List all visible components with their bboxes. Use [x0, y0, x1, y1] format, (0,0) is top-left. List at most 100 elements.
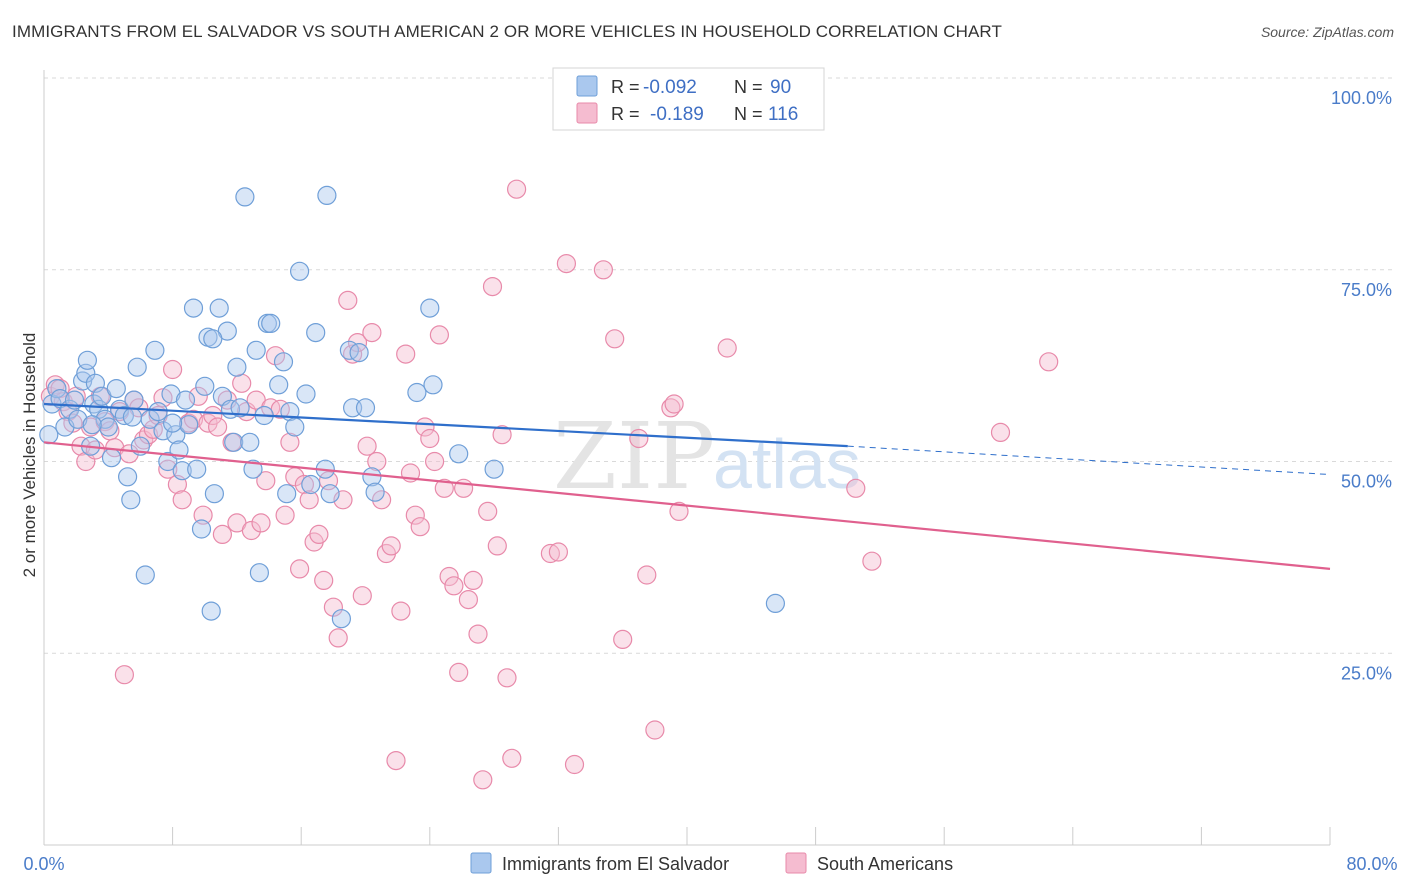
el-salvador-point-86 [82, 415, 102, 435]
el-salvador-point-76 [362, 467, 382, 487]
el-salvador-point-22 [117, 467, 138, 487]
el-salvador-point-74 [349, 343, 369, 363]
el-salvador-point-44 [201, 601, 221, 621]
el-salvador-point-80 [423, 375, 443, 395]
el-salvador-point-52 [230, 398, 250, 418]
el-salvador-point-10 [77, 350, 98, 370]
south-americans-point-54 [299, 490, 319, 510]
el-salvador-point-29 [145, 340, 165, 360]
el-salvador-point-27 [135, 565, 155, 585]
blue-r-label: R = [611, 77, 640, 97]
series-legend-swatch-pink [785, 852, 807, 874]
south-americans-point-76 [405, 505, 425, 525]
south-americans-point-63 [343, 344, 363, 364]
x-axis-ticks [172, 827, 1331, 845]
south-americans-point-112 [862, 551, 882, 571]
south-americans-point-100 [556, 254, 577, 274]
south-americans-point-64 [347, 333, 368, 353]
el-salvador-point-55 [246, 340, 266, 360]
south-americans-point-71 [381, 536, 401, 556]
y-tick-label-75: 75.0% [1341, 280, 1392, 300]
stats-legend: R = -0.092 N = 90 R = -0.189 N = 116 [552, 67, 825, 131]
el-salvador-point-30 [148, 402, 168, 422]
el-salvador-point-89 [240, 432, 260, 452]
south-americans-point-108 [661, 398, 681, 418]
south-americans-point-79 [420, 428, 440, 449]
south-americans-point-45 [256, 471, 276, 491]
el-salvador-point-78 [407, 382, 427, 403]
south-americans-point-77 [410, 517, 430, 537]
south-americans-point-34 [203, 405, 223, 426]
blue-legend-swatch [576, 75, 598, 97]
el-salvador-point-64 [285, 417, 305, 437]
y-tick-label-50: 50.0% [1341, 472, 1392, 492]
south-americans-point-94 [492, 425, 512, 445]
south-americans-point-89 [468, 624, 488, 644]
south-americans-point-57 [314, 570, 334, 591]
el-salvador-point-60 [269, 375, 289, 395]
series-legend-label-blue: Immigrants from El Salvador [502, 854, 729, 874]
south-americans-trend-line [43, 441, 1331, 570]
el-salvador-point-79 [420, 298, 440, 318]
south-americans-point-84 [444, 576, 464, 596]
el-salvador-point-82 [484, 459, 504, 479]
south-americans-point-91 [478, 501, 498, 521]
watermark-zip: ZIP [553, 403, 715, 510]
south-americans-point-74 [396, 344, 416, 364]
south-americans-point-99 [548, 542, 569, 562]
south-americans-point-65 [352, 586, 372, 606]
south-americans-point-85 [449, 662, 469, 683]
stats-legend-box [552, 67, 825, 131]
el-salvador-point-23 [121, 490, 141, 510]
south-americans-point-101 [564, 754, 585, 775]
source-label: Source: ZipAtlas.com [1260, 24, 1394, 40]
south-americans-point-52 [290, 559, 310, 579]
el-salvador-point-83 [765, 593, 786, 614]
el-salvador-point-87 [122, 407, 142, 427]
el-salvador-point-85 [203, 329, 223, 349]
el-salvador-point-56 [249, 563, 269, 583]
el-salvador-point-25 [127, 357, 147, 377]
pink-n-value: 116 [768, 104, 798, 125]
blue-n-label: N = [734, 77, 763, 97]
south-americans-point-50 [280, 432, 300, 452]
south-americans-point-98 [540, 543, 561, 564]
south-americans-point-90 [473, 770, 493, 790]
trend-lines [43, 402, 1331, 570]
pink-r-label: R = [611, 104, 640, 124]
el-salvador-point-3 [50, 389, 70, 409]
el-salvador-point-70 [320, 484, 340, 504]
y-tick-label-25: 25.0% [1341, 663, 1392, 683]
pink-r-value: -0.189 [650, 104, 704, 125]
blue-n-value: 90 [770, 77, 791, 98]
south-americans-point-59 [323, 597, 343, 617]
el-salvador-point-53 [235, 187, 255, 207]
south-americans-point-42 [241, 520, 261, 541]
south-americans-point-104 [613, 629, 633, 650]
el-salvador-point-59 [261, 313, 281, 333]
el-salvador-point-50 [224, 432, 244, 452]
el-salvador-point-24 [124, 390, 144, 410]
el-salvador-point-54 [243, 459, 263, 479]
el-salvador-point-33 [161, 384, 181, 404]
el-salvador-point-46 [209, 298, 229, 318]
el-salvador-point-84 [317, 185, 337, 205]
x-tick-label-max: 80.0% [1346, 854, 1397, 874]
el-salvador-point-77 [365, 482, 385, 502]
south-americans-point-96 [502, 748, 522, 768]
south-americans-point-72 [386, 750, 406, 771]
el-salvador-point-34 [166, 425, 186, 445]
pink-n-label: N = [734, 104, 763, 124]
el-salvador-point-65 [290, 261, 310, 281]
south-americans-point-26 [163, 359, 183, 380]
y-axis-title: 2 or more Vehicles in Household [20, 333, 39, 578]
el-salvador-trend-line [43, 402, 848, 448]
el-salvador-point-0 [39, 425, 59, 445]
south-americans-point-93 [487, 536, 507, 556]
el-salvador-point-88 [163, 413, 183, 433]
pink-legend-swatch [576, 102, 598, 124]
el-salvador-point-51 [227, 357, 247, 377]
el-salvador-point-67 [301, 474, 321, 495]
blue-r-value: -0.092 [643, 77, 697, 98]
south-americans-point-111 [846, 478, 866, 498]
